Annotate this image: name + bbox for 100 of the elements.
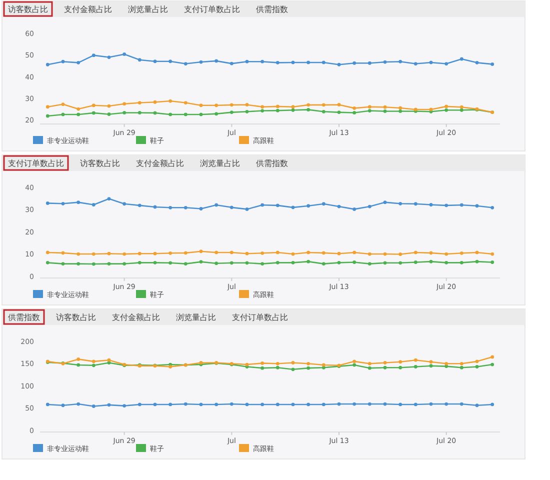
point: [444, 62, 448, 66]
point: [122, 102, 126, 106]
point: [490, 260, 494, 264]
point: [490, 62, 494, 66]
point: [352, 106, 356, 110]
point: [184, 402, 188, 406]
point: [368, 366, 372, 370]
point: [429, 260, 433, 264]
point: [460, 362, 464, 366]
point: [214, 104, 218, 108]
point: [322, 103, 326, 107]
point: [444, 104, 448, 108]
point: [46, 62, 50, 66]
point: [214, 250, 218, 254]
point: [398, 110, 402, 113]
point: [138, 402, 142, 406]
point: [429, 364, 433, 368]
point: [92, 104, 96, 108]
point: [352, 402, 356, 406]
point: [92, 54, 96, 58]
point: [352, 360, 356, 364]
text: 支付金额占比: [112, 313, 160, 322]
point: [352, 207, 356, 211]
point: [444, 364, 448, 368]
point: [214, 262, 218, 266]
point: [168, 206, 172, 210]
point: [230, 206, 234, 210]
point: [322, 366, 326, 370]
point: [460, 251, 464, 255]
point: [184, 262, 188, 266]
chart-title: 支付订单数占比: [8, 159, 64, 168]
point: [46, 114, 50, 118]
point: [122, 404, 126, 408]
point: [260, 361, 264, 365]
point: [199, 402, 203, 406]
point: [107, 403, 111, 407]
point: [230, 261, 234, 265]
point: [107, 358, 111, 362]
point: [230, 110, 234, 114]
point: [460, 57, 464, 61]
point: [276, 260, 280, 264]
point: [306, 60, 310, 64]
point: [184, 101, 188, 104]
point: [368, 61, 372, 65]
point: [429, 203, 433, 206]
point: [475, 250, 479, 254]
point: [383, 252, 387, 256]
point: [398, 261, 402, 265]
point: [76, 363, 80, 367]
point: [306, 204, 310, 208]
point: [398, 106, 402, 110]
text: 支付金额占比: [64, 5, 112, 14]
point: [260, 60, 264, 64]
point: [322, 251, 326, 255]
point: [291, 206, 295, 210]
point: [92, 404, 96, 408]
point: [138, 260, 142, 264]
point: [184, 62, 188, 66]
point: [490, 252, 494, 256]
point: [444, 362, 448, 366]
text: 支付订单数占比: [184, 5, 240, 14]
point: [168, 251, 172, 255]
text: 支付订单数占比: [232, 313, 288, 322]
point: [291, 60, 295, 64]
point: [490, 362, 494, 366]
point: [107, 262, 111, 266]
point: [414, 365, 418, 368]
point: [46, 260, 50, 264]
point: [306, 362, 310, 366]
point: [398, 60, 402, 64]
point: [122, 52, 126, 56]
point: [460, 402, 464, 406]
point: [337, 402, 341, 406]
text: 浏览量占比: [200, 159, 240, 168]
point: [260, 203, 264, 207]
point: [276, 250, 280, 254]
point: [475, 365, 479, 368]
point: [352, 111, 356, 114]
point: [107, 197, 111, 200]
point: [61, 60, 65, 64]
point: [429, 251, 433, 255]
point: [306, 250, 310, 254]
point: [138, 58, 142, 62]
point: [398, 402, 402, 406]
point: [245, 103, 249, 106]
point: [475, 204, 479, 208]
point: [92, 360, 96, 364]
point: [383, 402, 387, 406]
point: [61, 251, 65, 255]
text: 访客数占比: [56, 313, 96, 322]
point: [214, 402, 218, 406]
point: [245, 402, 249, 406]
point: [383, 105, 387, 109]
point: [291, 252, 295, 256]
point: [322, 262, 326, 266]
point: [368, 105, 372, 109]
point: [429, 60, 433, 64]
text: 供需指数: [256, 159, 288, 168]
point: [460, 260, 464, 264]
point: [368, 204, 372, 208]
